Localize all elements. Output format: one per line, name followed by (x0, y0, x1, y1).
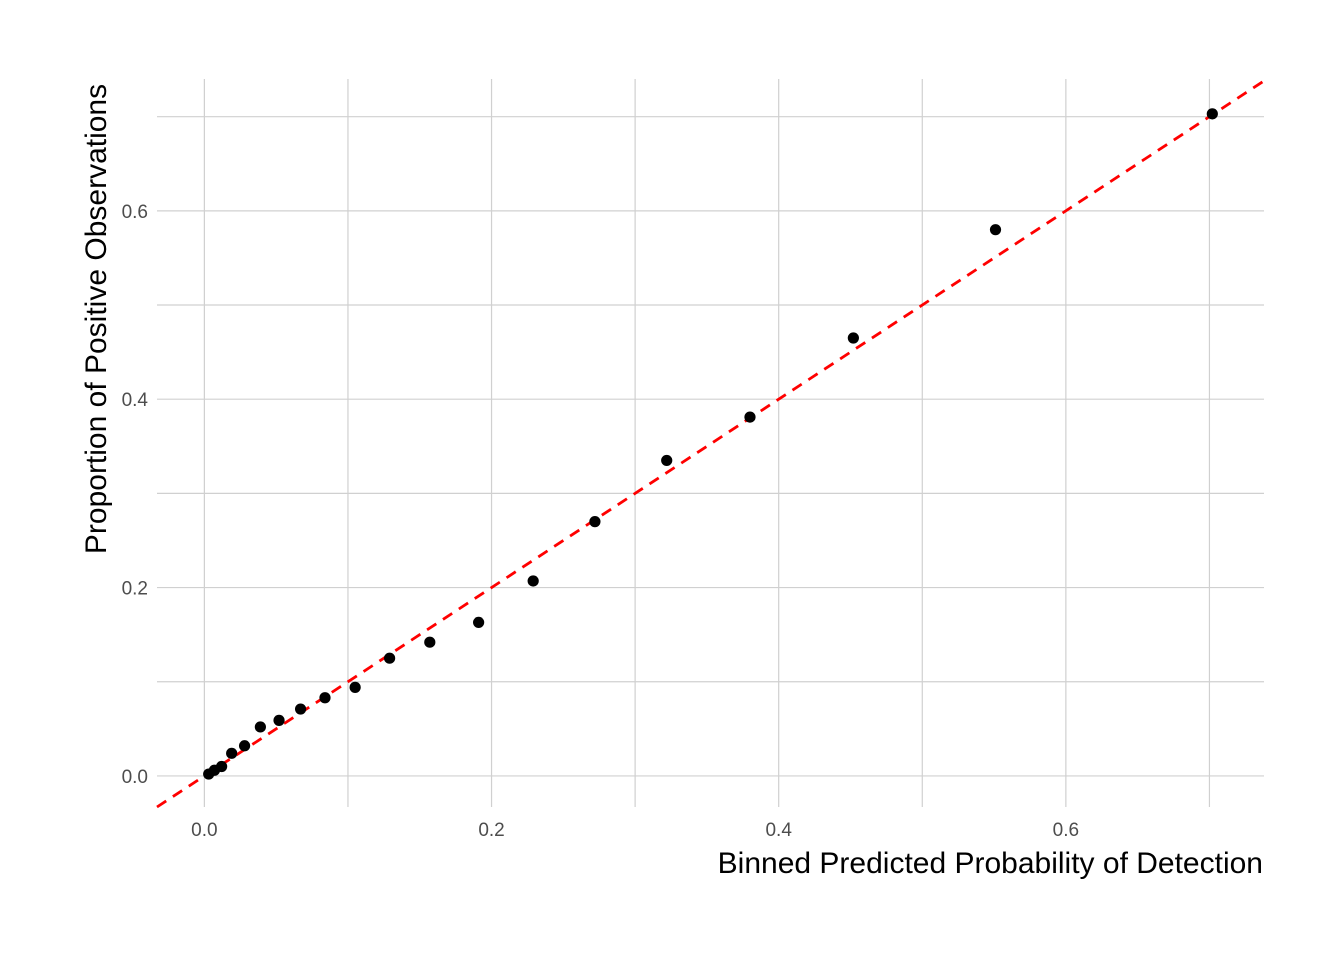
data-point-11 (383, 652, 396, 664)
y-axis-title: Proportion of Positive Observations (80, 84, 113, 554)
x-axis-title: Binned Predicted Probability of Detectio… (718, 847, 1263, 880)
y-tick-label: 0.0 (122, 767, 148, 788)
x-tick-label: 0.2 (478, 820, 504, 841)
data-point-10 (349, 681, 361, 693)
data-point-19 (989, 224, 1002, 236)
data-point-20 (1206, 108, 1218, 120)
x-tick-label: 0.4 (765, 820, 792, 841)
data-point-16 (661, 454, 673, 467)
data-point-13 (473, 616, 485, 629)
data-point-3 (216, 760, 228, 773)
data-point-4 (226, 747, 238, 759)
data-point-5 (238, 740, 251, 752)
points-layer (203, 108, 1218, 780)
data-point-17 (744, 411, 756, 423)
reference-line-layer (156, 79, 1265, 809)
data-point-7 (273, 714, 285, 726)
x-axis-tick-labels: 0.0 0.2 0.4 0.6 (191, 820, 1079, 841)
data-point-14 (527, 575, 539, 587)
data-point-15 (589, 516, 601, 528)
data-point-18 (847, 332, 859, 344)
y-tick-label: 0.6 (122, 202, 148, 223)
data-point-9 (319, 692, 331, 704)
identity-reference-line (156, 79, 1265, 809)
y-tick-label: 0.4 (122, 390, 149, 411)
grid (157, 79, 1264, 807)
x-tick-label: 0.6 (1053, 820, 1079, 841)
data-point-12 (424, 636, 436, 648)
data-point-6 (254, 721, 266, 733)
y-tick-label: 0.2 (122, 579, 148, 600)
x-tick-label: 0.0 (191, 820, 217, 841)
y-axis-tick-labels: 0.0 0.2 0.4 0.6 (122, 202, 149, 788)
data-point-8 (294, 703, 307, 715)
